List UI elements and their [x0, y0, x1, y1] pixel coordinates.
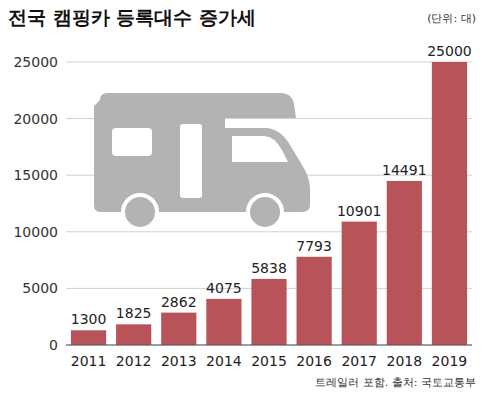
x-tick-label: 2014 — [206, 353, 242, 369]
x-tick-label: 2012 — [116, 353, 152, 369]
bar — [71, 330, 106, 345]
data-label: 2862 — [161, 294, 197, 310]
bar — [432, 62, 467, 345]
y-tick-label: 5000 — [22, 280, 58, 296]
data-label: 5838 — [251, 260, 287, 276]
camper-icon — [94, 93, 310, 229]
bar — [206, 299, 241, 345]
grid-line — [66, 62, 472, 63]
x-tick-label: 2013 — [161, 353, 197, 369]
data-label: 1825 — [116, 305, 152, 321]
y-tick-label: 10000 — [13, 224, 58, 240]
data-label: 25000 — [427, 43, 472, 59]
window — [112, 128, 152, 156]
door — [180, 124, 202, 198]
bar — [387, 181, 422, 345]
y-tick-label: 0 — [49, 337, 58, 353]
x-tick-label: 2016 — [296, 353, 332, 369]
windshield — [232, 136, 288, 162]
source: 트레일러 포함. 출처: 국토교통부 — [315, 376, 476, 389]
bar — [297, 257, 332, 345]
bar — [342, 222, 377, 345]
wheel — [123, 195, 157, 229]
bar — [161, 313, 196, 345]
data-label: 4075 — [206, 280, 242, 296]
data-label: 14491 — [382, 162, 427, 178]
bar — [251, 279, 286, 345]
grid-line — [66, 345, 472, 346]
wheel — [248, 195, 282, 229]
chart: 전국 캠핑카 등록대수 증가세 (단위: 대) 0 5000 10000 15000 200… — [0, 0, 485, 393]
data-label: 10901 — [337, 203, 382, 219]
data-label: 1300 — [71, 311, 107, 327]
x-tick-label: 2017 — [341, 353, 377, 369]
title: 전국 캠핑카 등록대수 증가세 — [8, 6, 256, 28]
camper-body — [94, 93, 310, 212]
x-tick-label: 2018 — [387, 353, 423, 369]
y-tick-label: 15000 — [13, 167, 58, 183]
x-tick-label: 2019 — [432, 353, 468, 369]
bar — [116, 324, 151, 345]
x-tick-label: 2015 — [251, 353, 287, 369]
data-label: 7793 — [296, 238, 332, 254]
unit: (단위: 대) — [427, 12, 476, 25]
y-tick-label: 25000 — [13, 54, 58, 70]
y-tick-label: 20000 — [13, 111, 58, 127]
x-tick-label: 2011 — [71, 353, 107, 369]
bars — [71, 62, 467, 345]
x-axis — [66, 345, 472, 346]
